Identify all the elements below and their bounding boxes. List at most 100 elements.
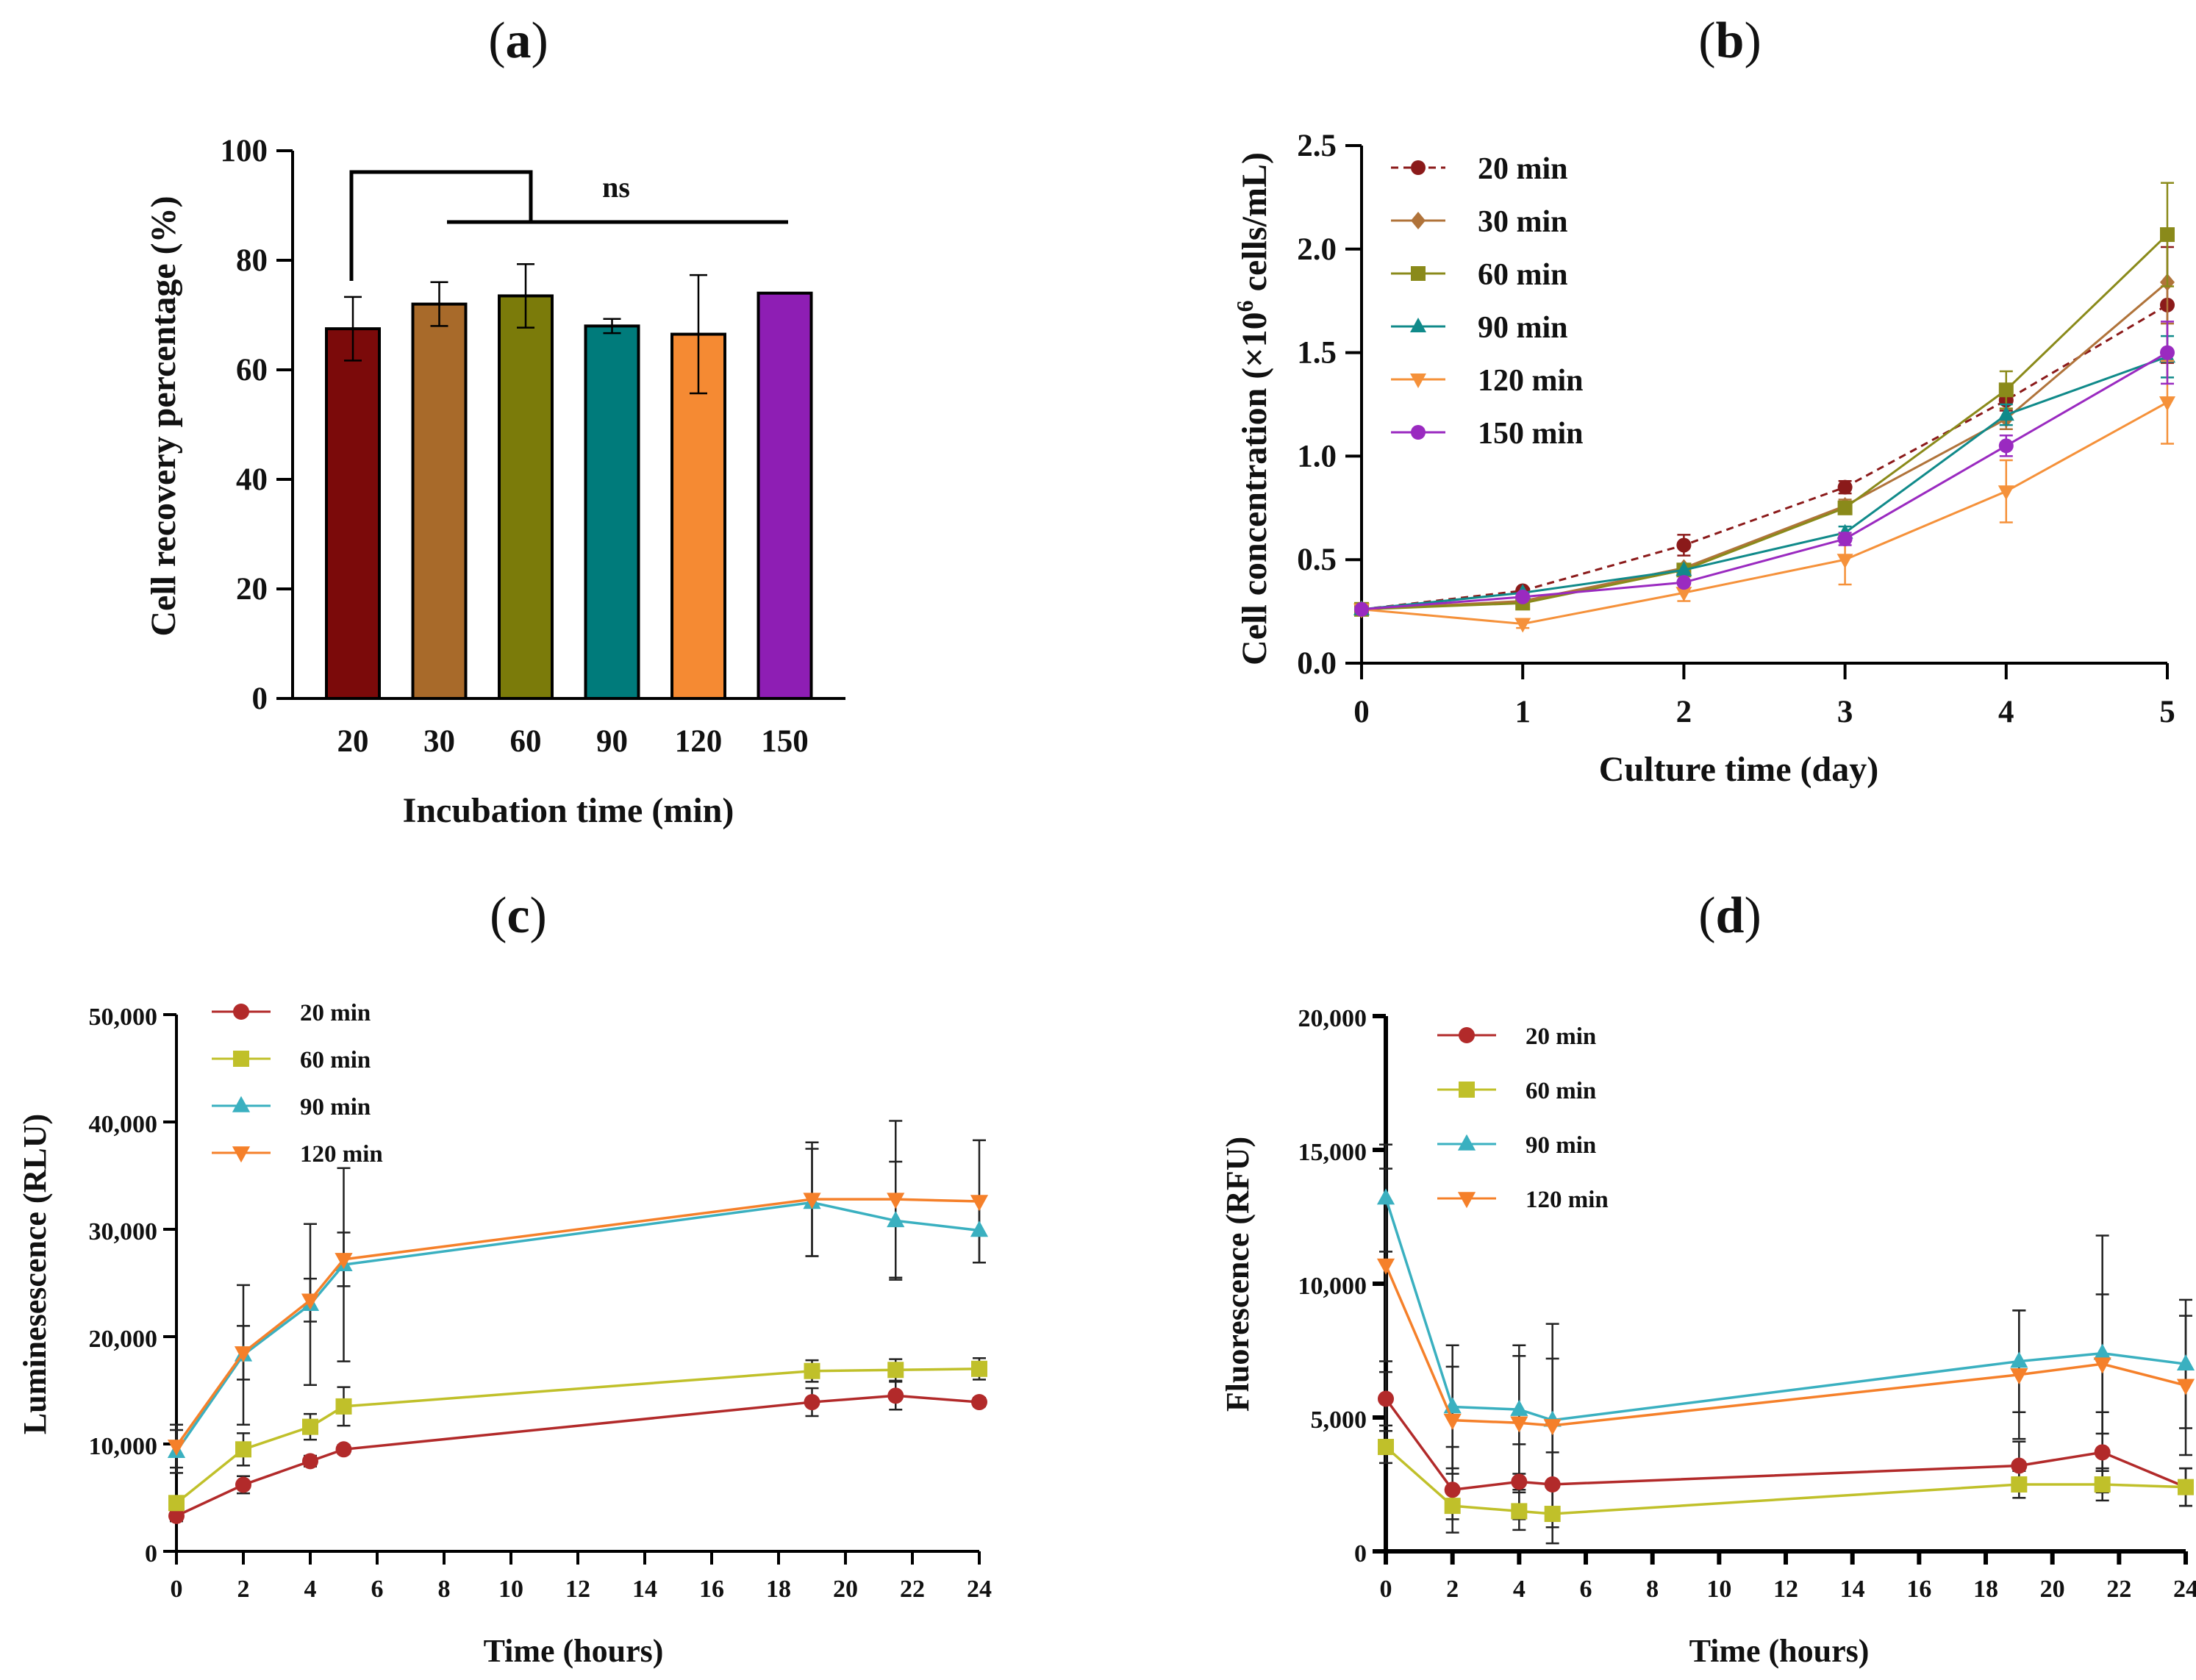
c-point-60-min [335, 1398, 352, 1415]
b-legend-label: 30 min [1478, 205, 1568, 239]
c-y-tick-label: 20,000 [89, 1326, 158, 1353]
c-x-tick-label: 6 [371, 1576, 384, 1603]
a-y-tick-label: 60 [236, 353, 268, 387]
b-point-150-min [1837, 532, 1853, 547]
d-legend-label: 20 min [1526, 1023, 1596, 1050]
d-x-tick-label: 2 [1446, 1576, 1459, 1603]
d-point-120-min [1543, 1419, 1562, 1436]
c-point-60-min [804, 1362, 820, 1379]
b-point-120-min [1997, 485, 2014, 501]
a-bracket-left [349, 170, 533, 281]
d-xlabel: Time (hours) [1689, 1633, 1870, 1669]
c-point-20-min [887, 1387, 904, 1404]
c-point-120-min [335, 1253, 353, 1270]
b-point-150-min [1515, 589, 1531, 604]
d-point-20-min [1511, 1473, 1528, 1490]
b-series-line-90-min [1361, 355, 2168, 611]
b-y-tick-label: 2.0 [1297, 232, 1337, 267]
d-x-tick-label: 16 [1906, 1576, 1931, 1603]
a-bar-150 [757, 291, 813, 700]
a-y-tick-label: 40 [236, 462, 268, 497]
d-y-tick-label: 10,000 [1298, 1273, 1367, 1300]
d-point-60-min [1444, 1498, 1461, 1515]
b-y-tick-label: 0.5 [1297, 543, 1337, 577]
c-point-120-min [301, 1293, 320, 1310]
c-x-tick-label: 24 [967, 1576, 992, 1603]
c-legend-label: 60 min [300, 1047, 371, 1073]
d-ylabel: Fluorescence (RFU) [1220, 1137, 1256, 1412]
a-y-tick-label: 0 [252, 682, 268, 716]
c-x-tick-label: 10 [498, 1576, 523, 1603]
c-legend-marker [233, 1004, 249, 1020]
d-point-120-min [1376, 1258, 1395, 1275]
d-x-tick-label: 8 [1646, 1576, 1659, 1603]
panel-label-c: (c) [490, 887, 547, 944]
c-x-tick-label: 16 [699, 1576, 724, 1603]
c-point-20-min [335, 1441, 352, 1458]
b-legend-label: 90 min [1478, 311, 1568, 345]
b-legend-marker [1410, 318, 1426, 332]
b-x-tick-label: 1 [1514, 695, 1531, 729]
b-series-line-150-min [1361, 351, 2168, 611]
d-point-120-min [2010, 1368, 2028, 1384]
b-point-150-min [1998, 438, 2014, 454]
c-legend-marker [233, 1051, 249, 1067]
c-x-tick-label: 12 [565, 1576, 590, 1603]
c-point-120-min [234, 1346, 253, 1363]
c-point-60-min [235, 1441, 251, 1458]
a-x-tick-label: 150 [761, 724, 809, 759]
d-point-20-min [1378, 1390, 1394, 1407]
c-point-120-min [887, 1193, 905, 1209]
c-point-90-min [887, 1211, 905, 1228]
b-legend-marker [1411, 266, 1426, 281]
d-series-line-20-min [1384, 1398, 2186, 1492]
panel-label-d: (d) [1698, 887, 1762, 944]
chart-panel-b: 0.0 0.5 1.0 1.5 2.0 2.5 0 1 2 3 4 5 20 min 30 min 60 m… [1297, 129, 2175, 729]
d-x-tick-label: 24 [2173, 1576, 2196, 1603]
d-y-tick-label: 20,000 [1298, 1005, 1367, 1032]
c-legend-label: 90 min [300, 1094, 371, 1120]
d-point-120-min [2093, 1357, 2111, 1374]
c-series-line-120-min [175, 1198, 980, 1447]
c-x-tick-label: 2 [237, 1576, 250, 1603]
d-point-90-min [1510, 1399, 1528, 1416]
a-x-tick-label: 30 [423, 724, 455, 759]
d-point-60-min [1544, 1506, 1561, 1523]
d-x-tick-label: 12 [1773, 1576, 1798, 1603]
b-legend-label: 60 min [1478, 258, 1568, 292]
c-xlabel: Time (hours) [484, 1633, 664, 1669]
panel-label-a: (a) [488, 12, 548, 69]
d-series-line-120-min [1384, 1264, 2186, 1427]
c-point-60-min [971, 1360, 987, 1377]
c-ylabel: Luminesescence (RLU) [17, 1114, 53, 1434]
d-point-60-min [2178, 1479, 2194, 1495]
d-x-tick-label: 4 [1513, 1576, 1526, 1603]
b-x-tick-label: 4 [1998, 695, 2014, 729]
a-x-tick-label: 120 [675, 724, 723, 759]
c-x-tick-label: 8 [438, 1576, 451, 1603]
b-point-120-min [1514, 618, 1531, 633]
a-ylabel: Cell recovery percentage (%) [144, 196, 183, 636]
c-point-20-min [235, 1476, 251, 1493]
a-xlabel: Incubation time (min) [403, 791, 734, 830]
c-legend-label: 120 min [300, 1141, 383, 1168]
c-point-60-min [302, 1418, 318, 1435]
d-y-tick-label: 0 [1354, 1540, 1367, 1568]
d-x-tick-label: 20 [2040, 1576, 2065, 1603]
b-point-150-min [2160, 345, 2175, 360]
a-bar-120 [670, 332, 726, 700]
b-series-line-30-min [1361, 281, 2168, 611]
b-x-tick-label: 0 [1353, 695, 1370, 729]
a-bar-20 [325, 327, 381, 700]
c-point-120-min [970, 1195, 989, 1212]
b-point-150-min [1354, 601, 1369, 617]
d-point-60-min [1378, 1439, 1394, 1456]
d-point-90-min [2176, 1354, 2195, 1370]
d-legend-marker [1457, 1192, 1476, 1209]
c-x-tick-label: 14 [632, 1576, 657, 1603]
b-legend-marker [1410, 373, 1426, 388]
d-x-tick-label: 22 [2106, 1576, 2131, 1603]
c-point-20-min [168, 1507, 185, 1524]
